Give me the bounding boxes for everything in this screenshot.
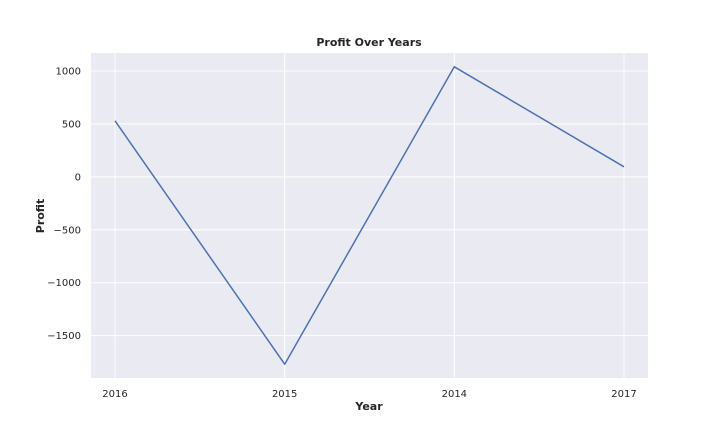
grid-lines [91, 53, 648, 378]
y-tick-label: 0 [75, 172, 81, 183]
y-tick-label: 1000 [56, 66, 81, 77]
x-tick-label: 2014 [442, 389, 467, 400]
y-tick-label: −1500 [47, 331, 81, 342]
x-axis-label: Year [354, 400, 383, 413]
series-line-group [114, 66, 625, 365]
y-tick-labels: 1000 500 0 −500 −1000 −1500 [47, 66, 81, 342]
x-tick-label: 2016 [102, 389, 127, 400]
y-tick-label: 500 [62, 119, 81, 130]
y-axis-label: Profit [34, 199, 47, 233]
chart-title: Profit Over Years [316, 36, 422, 49]
x-tick-labels: 2016 2015 2014 2017 [102, 389, 636, 400]
y-tick-label: −500 [54, 225, 81, 236]
x-tick-label: 2015 [272, 389, 297, 400]
y-tick-label: −1000 [47, 278, 81, 289]
series-line [114, 66, 625, 365]
x-tick-label: 2017 [611, 389, 636, 400]
